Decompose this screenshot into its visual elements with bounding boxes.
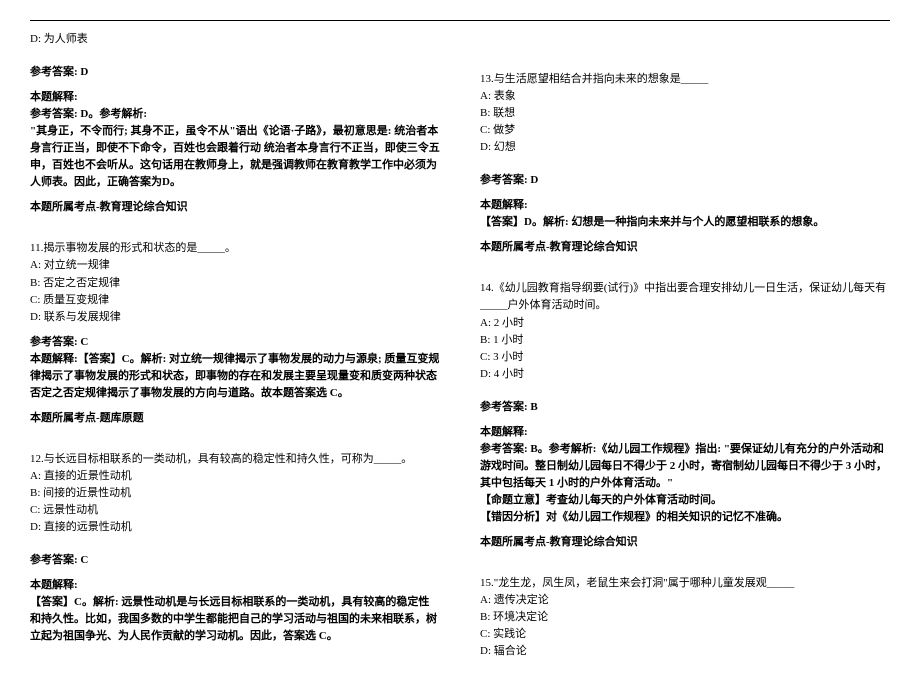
q11-opt-c: C: 质量互变规律	[30, 292, 440, 309]
left-column: D: 为人师表 参考答案: D 本题解释: 参考答案: D。参考解析: "其身正…	[30, 31, 440, 660]
opt-d: D: 为人师表	[30, 31, 440, 48]
q14-topic: 本题所属考点-教育理论综合知识	[480, 534, 890, 551]
q15-opt-b: B: 环境决定论	[480, 609, 890, 626]
expl-p1: 参考答案: D。参考解析:	[30, 106, 440, 123]
q14-opt-a: A: 2 小时	[480, 315, 890, 332]
q15-stem: 15."龙生龙，凤生凤，老鼠生来会打洞"属于哪种儿童发展观_____	[480, 575, 890, 592]
q15-opt-c: C: 实践论	[480, 626, 890, 643]
q11-expl: 本题解释:【答案】C。解析: 对立统一规律揭示了事物发展的动力与源泉; 质量互变…	[30, 351, 440, 402]
answer-label: 参考答案: D	[30, 64, 440, 81]
q12-opt-a: A: 直接的近景性动机	[30, 468, 440, 485]
q12-stem: 12.与长远目标相联系的一类动机，具有较高的稳定性和持久性，可称为_____。	[30, 451, 440, 468]
q12-answer: 参考答案: C	[30, 552, 440, 569]
q11-stem: 11.揭示事物发展的形式和状态的是_____。	[30, 240, 440, 257]
q13-expl-title: 本题解释:	[480, 197, 890, 214]
expl-title: 本题解释:	[30, 89, 440, 106]
q11-answer: 参考答案: C	[30, 334, 440, 351]
q13-topic: 本题所属考点-教育理论综合知识	[480, 239, 890, 256]
expl-p2: "其身正，不令而行; 其身不正，虽令不从"语出《论语·子路》，最初意思是: 统治…	[30, 123, 440, 191]
q15-opt-a: A: 遗传决定论	[480, 592, 890, 609]
right-column: 13.与生活愿望相结合并指向未来的想象是_____ A: 表象 B: 联想 C:…	[480, 31, 890, 660]
q14-expl2: 【命题立意】考查幼儿每天的户外体育活动时间。	[480, 492, 890, 509]
q14-opt-d: D: 4 小时	[480, 366, 890, 383]
q12-expl: 【答案】C。解析: 远景性动机是与长远目标相联系的一类动机，具有较高的稳定性和持…	[30, 594, 440, 645]
q13-expl: 【答案】D。解析: 幻想是一种指向未来并与个人的愿望相联系的想象。	[480, 214, 890, 231]
q11-opt-a: A: 对立统一规律	[30, 257, 440, 274]
q12-expl-title: 本题解释:	[30, 577, 440, 594]
q14-expl-title: 本题解释:	[480, 424, 890, 441]
q12-opt-d: D: 直接的远景性动机	[30, 519, 440, 536]
q11-opt-d: D: 联系与发展规律	[30, 309, 440, 326]
q14-expl1: 参考答案: B。参考解析:《幼儿园工作规程》指出: "要保证幼儿有充分的户外活动…	[480, 441, 890, 492]
q14-opt-b: B: 1 小时	[480, 332, 890, 349]
q12-opt-b: B: 间接的近景性动机	[30, 485, 440, 502]
q14-opt-c: C: 3 小时	[480, 349, 890, 366]
q13-answer: 参考答案: D	[480, 172, 890, 189]
page-content: D: 为人师表 参考答案: D 本题解释: 参考答案: D。参考解析: "其身正…	[30, 31, 890, 660]
q11-opt-b: B: 否定之否定规律	[30, 275, 440, 292]
q13-stem: 13.与生活愿望相结合并指向未来的想象是_____	[480, 71, 890, 88]
q11-topic: 本题所属考点-题库原题	[30, 410, 440, 427]
page-top-border	[30, 20, 890, 21]
q13-opt-c: C: 做梦	[480, 122, 890, 139]
q14-expl3: 【错因分析】对《幼儿园工作规程》的相关知识的记忆不准确。	[480, 509, 890, 526]
q12-opt-c: C: 远景性动机	[30, 502, 440, 519]
q14-stem: 14.《幼儿园教育指导纲要(试行)》中指出要合理安排幼儿一日生活，保证幼儿每天有…	[480, 280, 890, 314]
q13-opt-a: A: 表象	[480, 88, 890, 105]
q15-opt-d: D: 辐合论	[480, 643, 890, 660]
topic1: 本题所属考点-教育理论综合知识	[30, 199, 440, 216]
q13-opt-b: B: 联想	[480, 105, 890, 122]
q14-answer: 参考答案: B	[480, 399, 890, 416]
q13-opt-d: D: 幻想	[480, 139, 890, 156]
